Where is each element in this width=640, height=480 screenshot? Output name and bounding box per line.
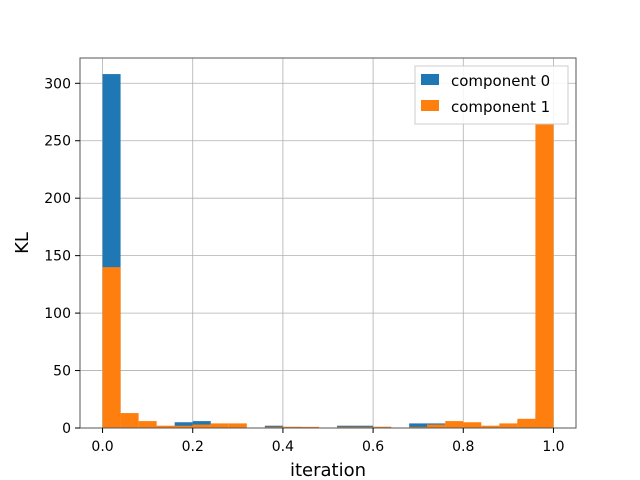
- y-tick-label: 300: [44, 76, 71, 92]
- y-tick-label: 0: [62, 421, 71, 437]
- bar-component-1: [210, 423, 229, 428]
- legend-label-component-0: component 0: [451, 72, 550, 90]
- bar-component-1: [463, 422, 482, 428]
- series-component-1: [102, 123, 554, 429]
- bar-component-1: [355, 426, 374, 428]
- x-tick-label: 1.0: [542, 439, 564, 455]
- legend: component 0 component 1: [414, 65, 569, 125]
- bar-component-1: [120, 413, 139, 428]
- y-tick-label: 50: [53, 364, 71, 380]
- bar-component-1: [481, 425, 500, 428]
- bar-component-0: [409, 423, 428, 428]
- bar-component-1: [517, 418, 536, 428]
- bar-component-1: [156, 425, 175, 428]
- bar-component-1: [264, 426, 283, 428]
- y-tick-label: 200: [44, 191, 71, 207]
- bar-component-1: [427, 424, 446, 428]
- legend-swatch-component-1: [421, 100, 439, 111]
- bar-component-1: [138, 421, 157, 428]
- y-axis-ticks: 0 50 100 150 200 250 300: [44, 76, 80, 437]
- x-tick-label: 0.0: [91, 439, 113, 455]
- bar-component-1: [228, 423, 247, 428]
- bar-component-1: [499, 423, 518, 428]
- bar-component-1: [337, 426, 356, 428]
- y-tick-label: 100: [44, 306, 71, 322]
- x-tick-label: 0.8: [452, 439, 474, 455]
- bar-component-1: [535, 123, 554, 429]
- x-tick-label: 0.6: [362, 439, 384, 455]
- x-axis-ticks: 0.0 0.2 0.4 0.6 0.8 1.0: [91, 428, 565, 455]
- bar-component-1: [373, 426, 392, 428]
- plot-frame: [79, 57, 577, 429]
- y-tick-label: 250: [44, 134, 71, 150]
- bar-component-1: [300, 426, 319, 428]
- legend-swatch-component-0: [421, 74, 439, 85]
- legend-box: [414, 65, 569, 125]
- x-axis-label: iteration: [290, 460, 366, 480]
- y-tick-label: 150: [44, 249, 71, 265]
- bar-component-0: [174, 422, 193, 428]
- bar-component-1: [102, 267, 121, 428]
- legend-label-component-1: component 1: [451, 98, 550, 116]
- bar-component-1: [409, 426, 428, 428]
- y-axis-label: KL: [12, 232, 33, 254]
- bar-component-1: [445, 421, 464, 428]
- x-tick-label: 0.2: [182, 439, 204, 455]
- bar-component-1: [282, 426, 301, 428]
- x-tick-label: 0.4: [272, 439, 294, 455]
- grid-lines: [80, 58, 576, 429]
- bar-component-1: [192, 424, 211, 428]
- bar-component-1: [174, 425, 193, 428]
